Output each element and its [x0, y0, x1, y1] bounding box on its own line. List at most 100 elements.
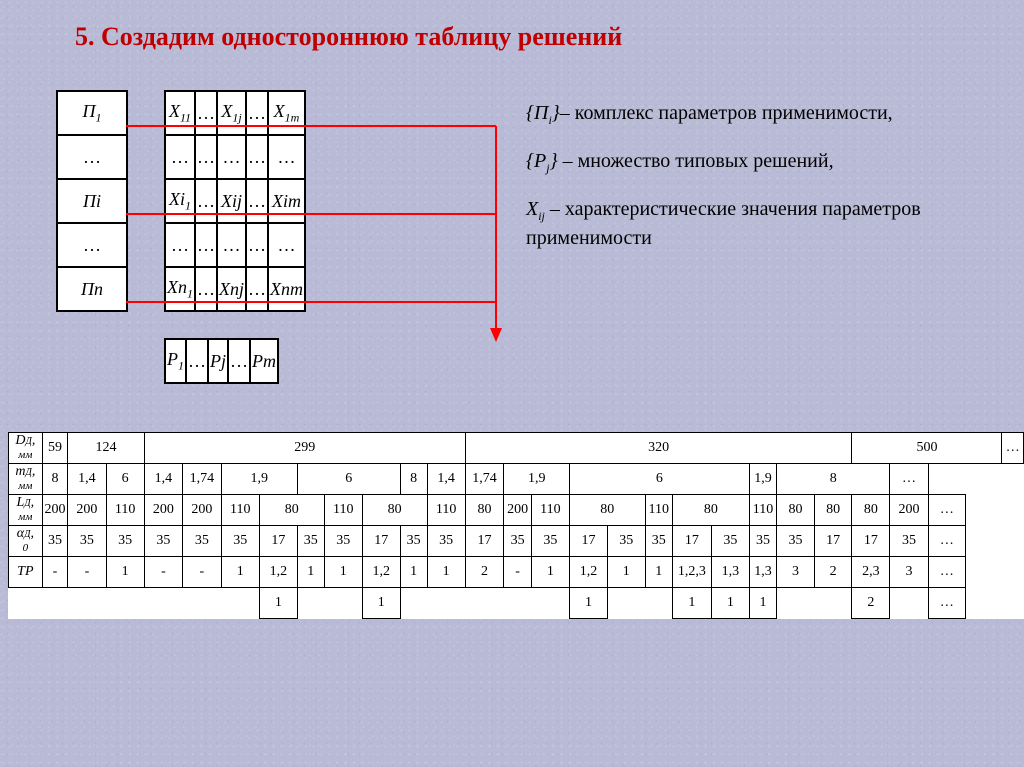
param-column: П1…Пi…Пn	[56, 90, 128, 312]
p-cell: Рm	[250, 339, 278, 383]
data-cell: 110	[324, 495, 362, 526]
x-cell: …	[217, 223, 246, 267]
x-cell: X1m	[268, 91, 305, 135]
data-cell: 110	[106, 495, 144, 526]
data-cell: 2	[814, 557, 852, 588]
data-cell: 110	[645, 495, 672, 526]
x-cell: …	[195, 179, 217, 223]
data-cell: 35	[711, 526, 749, 557]
x-cell: Xij	[217, 179, 246, 223]
data-cell: 35	[42, 526, 68, 557]
param-cell: Пi	[57, 179, 127, 223]
x-cell: …	[217, 135, 246, 179]
x-cell: …	[246, 91, 268, 135]
data-cell: 2,3	[852, 557, 890, 588]
data-cell: …	[928, 495, 966, 526]
p-cell: Рj	[208, 339, 228, 383]
x-cell: …	[195, 135, 217, 179]
data-cell: 1,74	[465, 464, 504, 495]
x-cell: …	[246, 179, 268, 223]
data-cell: 110	[427, 495, 465, 526]
data-cell: -	[42, 557, 68, 588]
data-cell: 35	[106, 526, 144, 557]
legend-line-1: {Пi}– комплекс параметров применимости,	[526, 100, 986, 128]
data-cell: 35	[890, 526, 928, 557]
x-cell: …	[165, 223, 195, 267]
data-cell: 8	[42, 464, 68, 495]
data-cell: 2	[852, 588, 890, 619]
data-cell: 1	[106, 557, 144, 588]
row-header: LД,мм	[9, 495, 43, 526]
data-cell: 80	[362, 495, 427, 526]
data-cell: -	[504, 557, 531, 588]
data-cell: 1,4	[427, 464, 465, 495]
data-cell: 1,9	[749, 464, 776, 495]
p-row: Р1…Рj…Рm	[164, 338, 279, 384]
data-cell: 500	[852, 433, 1002, 464]
data-cell: 59	[42, 433, 68, 464]
data-cell: 1,2	[362, 557, 400, 588]
data-cell: 35	[324, 526, 362, 557]
data-cell: 17	[852, 526, 890, 557]
data-cell: 35	[297, 526, 324, 557]
data-cell: 80	[259, 495, 324, 526]
data-cell: …	[928, 588, 966, 619]
data-cell: 17	[465, 526, 504, 557]
x-cell: Xn1	[165, 267, 195, 311]
x-cell: …	[268, 135, 305, 179]
data-cell: 200	[42, 495, 68, 526]
legend: {Пi}– комплекс параметров применимости, …	[526, 100, 986, 272]
data-cell: 8	[400, 464, 427, 495]
param-cell: …	[57, 135, 127, 179]
data-cell: 1,4	[68, 464, 106, 495]
data-cell: 17	[570, 526, 608, 557]
data-cell: 200	[144, 495, 182, 526]
x-cell: …	[246, 135, 268, 179]
x-cell: Xim	[268, 179, 305, 223]
data-cell: 1	[531, 557, 569, 588]
data-cell: 1	[362, 588, 400, 619]
x-cell: …	[195, 91, 217, 135]
data-cell: 35	[400, 526, 427, 557]
data-cell: 3	[777, 557, 815, 588]
data-cell: 1	[672, 588, 711, 619]
data-cell: 35	[777, 526, 815, 557]
data-cell: 17	[362, 526, 400, 557]
data-cell: 35	[504, 526, 531, 557]
data-cell: -	[68, 557, 106, 588]
data-cell: 124	[68, 433, 145, 464]
x-cell: X11	[165, 91, 195, 135]
data-cell: 1	[645, 557, 672, 588]
data-cell: 1	[749, 588, 776, 619]
data-cell: 6	[297, 464, 400, 495]
x-cell: Xnm	[268, 267, 305, 311]
data-cell: …	[928, 526, 966, 557]
data-cell: 110	[531, 495, 569, 526]
diagram-area: П1…Пi…Пn X11…X1j…X1m……………Xi1…Xij…Xim……………	[56, 90, 128, 317]
data-cell: 35	[427, 526, 465, 557]
x-cell: Xnj	[217, 267, 246, 311]
row-header: DД,мм	[9, 433, 43, 464]
data-cell: 35	[183, 526, 222, 557]
data-cell: 17	[259, 526, 297, 557]
data-cell: 1	[297, 557, 324, 588]
data-cell: 17	[814, 526, 852, 557]
p-cell: …	[228, 339, 250, 383]
data-cell: 110	[221, 495, 259, 526]
data-cell: 1	[427, 557, 465, 588]
param-cell: …	[57, 223, 127, 267]
x-cell: …	[246, 223, 268, 267]
data-cell: 35	[531, 526, 569, 557]
data-cell: 1	[400, 557, 427, 588]
row-header: mД,мм	[9, 464, 43, 495]
data-cell: 1,3	[749, 557, 776, 588]
data-cell: 1,3	[711, 557, 749, 588]
data-cell: 35	[607, 526, 645, 557]
data-cell: …	[890, 464, 928, 495]
data-cell: -	[183, 557, 222, 588]
data-cell: 35	[749, 526, 776, 557]
x-grid: X11…X1j…X1m……………Xi1…Xij…Xim……………Xn1…Xnj……	[164, 90, 306, 312]
data-cell: 80	[814, 495, 852, 526]
x-cell: X1j	[217, 91, 246, 135]
data-cell: 3	[890, 557, 928, 588]
